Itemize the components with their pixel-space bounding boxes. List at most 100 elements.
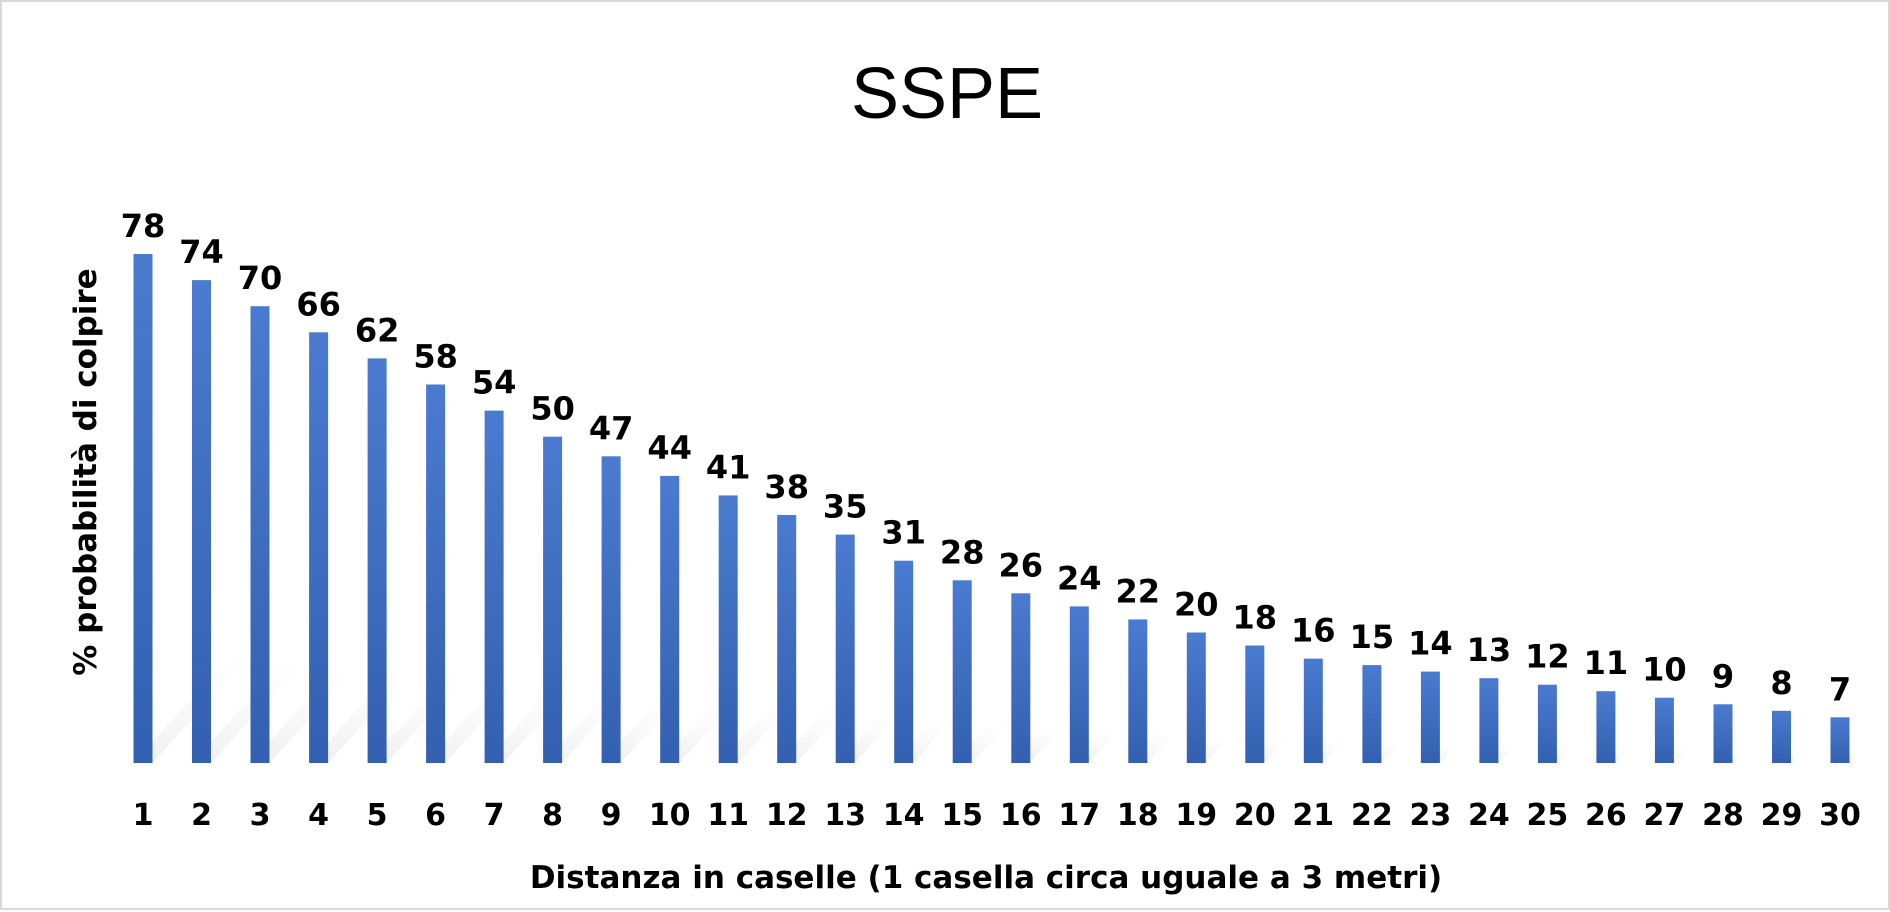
data-label-6: 58 bbox=[413, 338, 458, 376]
data-label-24: 13 bbox=[1467, 631, 1512, 669]
x-tick-label-9: 9 bbox=[601, 798, 622, 833]
bar-11 bbox=[718, 495, 738, 763]
data-label-25: 12 bbox=[1525, 638, 1570, 676]
bar-22 bbox=[1362, 665, 1382, 763]
bar-15 bbox=[952, 580, 972, 763]
bar-18 bbox=[1128, 619, 1148, 763]
data-labels-group: 78 74 70 66 62 58 54 50 47 44 41 38 35 31 28 26 24 22 20 18… bbox=[121, 207, 1851, 708]
data-label-19: 20 bbox=[1174, 586, 1219, 624]
bar-7 bbox=[484, 410, 504, 763]
chart-title: SSPE bbox=[851, 54, 1043, 134]
x-tick-label-5: 5 bbox=[367, 798, 388, 833]
data-label-9: 47 bbox=[589, 409, 634, 447]
y-axis-title: % probabilità di colpire bbox=[68, 268, 104, 675]
x-tick-label-4: 4 bbox=[308, 798, 329, 833]
bar-2 bbox=[192, 280, 211, 763]
x-tick-label-14: 14 bbox=[883, 798, 925, 833]
x-tick-label-27: 27 bbox=[1644, 798, 1686, 833]
data-label-4: 66 bbox=[296, 285, 341, 323]
data-label-12: 38 bbox=[764, 468, 809, 506]
x-tick-label-11: 11 bbox=[707, 798, 749, 833]
data-label-16: 26 bbox=[999, 546, 1044, 584]
x-tick-label-29: 29 bbox=[1761, 798, 1803, 833]
x-tick-label-23: 23 bbox=[1410, 798, 1452, 833]
bar-25 bbox=[1537, 684, 1557, 763]
bar-6 bbox=[426, 384, 446, 763]
data-label-21: 16 bbox=[1291, 612, 1336, 650]
x-tick-label-20: 20 bbox=[1234, 798, 1276, 833]
bar-23 bbox=[1420, 671, 1440, 763]
data-label-18: 22 bbox=[1116, 572, 1161, 610]
data-label-10: 44 bbox=[647, 429, 692, 467]
bar-12 bbox=[777, 515, 797, 763]
data-label-17: 24 bbox=[1057, 559, 1102, 597]
data-label-8: 50 bbox=[530, 390, 575, 428]
x-tick-label-2: 2 bbox=[191, 798, 212, 833]
data-label-1: 78 bbox=[121, 207, 166, 245]
bar-17 bbox=[1069, 606, 1089, 763]
data-label-13: 35 bbox=[823, 488, 868, 526]
data-label-27: 10 bbox=[1642, 651, 1687, 689]
x-axis-title: Distanza in caselle (1 casella circa ugu… bbox=[530, 860, 1442, 896]
bar-29 bbox=[1772, 710, 1791, 763]
x-tick-label-24: 24 bbox=[1468, 798, 1510, 833]
data-label-15: 28 bbox=[940, 533, 985, 571]
data-label-14: 31 bbox=[881, 514, 926, 552]
bar-24 bbox=[1479, 678, 1499, 763]
x-tick-label-18: 18 bbox=[1117, 798, 1159, 833]
bar-shadow bbox=[309, 668, 414, 763]
x-tick-label-8: 8 bbox=[542, 798, 563, 833]
x-tick-label-13: 13 bbox=[824, 798, 866, 833]
bar-27 bbox=[1654, 697, 1674, 763]
bar-26 bbox=[1596, 691, 1616, 763]
data-label-22: 15 bbox=[1350, 618, 1395, 656]
data-label-11: 41 bbox=[706, 448, 751, 486]
x-tick-label-30: 30 bbox=[1819, 798, 1861, 833]
bar-10 bbox=[660, 475, 680, 763]
data-label-29: 8 bbox=[1770, 664, 1792, 702]
x-tick-label-7: 7 bbox=[484, 798, 505, 833]
data-label-3: 70 bbox=[238, 259, 283, 297]
bar-1 bbox=[133, 254, 153, 763]
x-tick-label-1: 1 bbox=[133, 798, 154, 833]
data-label-7: 54 bbox=[472, 364, 517, 402]
x-tick-label-3: 3 bbox=[250, 798, 271, 833]
x-tick-label-16: 16 bbox=[1000, 798, 1042, 833]
x-tick-labels-group: 1 2 3 4 5 6 7 8 9 10 11 12 13 14 15 16 17 18 19 20 21 22 23 24 2… bbox=[133, 798, 1861, 833]
bar-19 bbox=[1186, 632, 1206, 763]
bar-5 bbox=[367, 358, 387, 763]
x-tick-label-21: 21 bbox=[1292, 798, 1334, 833]
x-tick-label-10: 10 bbox=[649, 798, 691, 833]
bar-16 bbox=[1011, 593, 1031, 763]
x-tick-label-26: 26 bbox=[1585, 798, 1627, 833]
data-label-28: 9 bbox=[1712, 657, 1734, 695]
data-label-2: 74 bbox=[179, 233, 224, 271]
x-tick-label-12: 12 bbox=[766, 798, 808, 833]
x-tick-label-28: 28 bbox=[1702, 798, 1744, 833]
bar-8 bbox=[543, 436, 563, 763]
data-label-26: 11 bbox=[1584, 644, 1629, 682]
bar-30 bbox=[1830, 717, 1850, 763]
data-label-20: 18 bbox=[1233, 599, 1278, 637]
x-tick-label-22: 22 bbox=[1351, 798, 1393, 833]
bars-group bbox=[133, 254, 1850, 763]
bar-9 bbox=[601, 456, 621, 763]
bar-shadow bbox=[250, 662, 360, 763]
x-tick-label-15: 15 bbox=[941, 798, 983, 833]
bar-14 bbox=[894, 560, 914, 763]
bar-20 bbox=[1245, 645, 1265, 763]
x-tick-label-19: 19 bbox=[1175, 798, 1217, 833]
x-tick-label-17: 17 bbox=[1058, 798, 1100, 833]
data-label-23: 14 bbox=[1408, 625, 1453, 663]
data-label-5: 62 bbox=[355, 311, 400, 349]
data-label-30: 7 bbox=[1829, 670, 1851, 708]
bar-21 bbox=[1303, 658, 1323, 763]
bar-shadow bbox=[192, 656, 307, 763]
bar-4 bbox=[309, 332, 329, 763]
x-tick-label-25: 25 bbox=[1527, 798, 1569, 833]
x-tick-label-6: 6 bbox=[425, 798, 446, 833]
bar-28 bbox=[1713, 704, 1733, 763]
bar-3 bbox=[250, 306, 270, 763]
